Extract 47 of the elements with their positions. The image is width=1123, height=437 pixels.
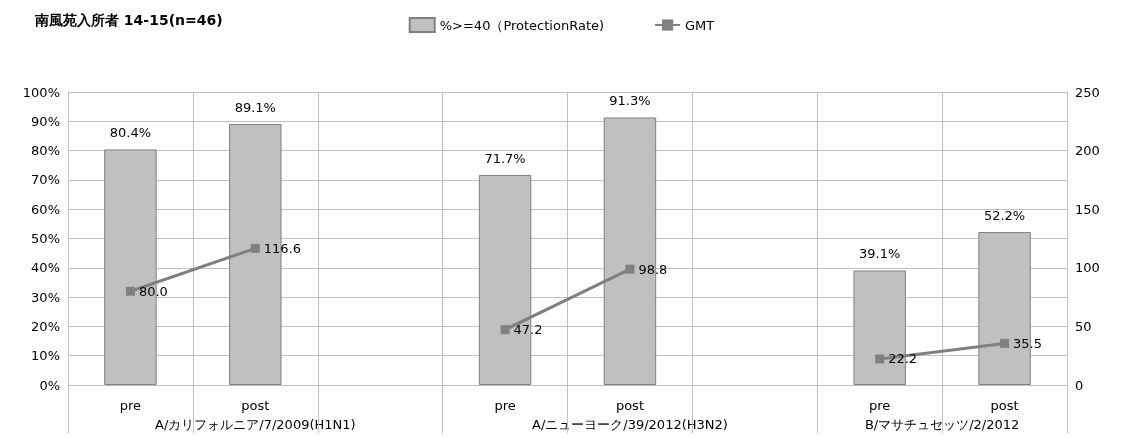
text: B/マサチュセッツ/2/2012	[864, 416, 1020, 432]
point	[500, 325, 510, 335]
y-tick-label: 20%	[31, 318, 60, 334]
data-label: 116.6	[263, 240, 302, 256]
chart-title: 南風苑入所者 14-15(n=46)	[34, 12, 223, 28]
legend-label: GMT	[685, 17, 715, 33]
data-label: 22.2	[888, 351, 918, 367]
y-tick-label: 40%	[31, 260, 60, 276]
y2-tick-label: 0	[1075, 377, 1084, 393]
y2-tick-label: 150	[1075, 201, 1100, 217]
point	[875, 354, 885, 364]
x-tick-label: pre	[869, 398, 891, 413]
data-label: 80.0	[138, 283, 168, 299]
point	[250, 243, 260, 253]
data-label: 71.7%	[484, 150, 526, 166]
y-tick-label: 50%	[31, 231, 60, 246]
data-label: 98.8	[638, 261, 668, 277]
data-label: 91.3%	[609, 93, 651, 109]
y-tick-label: 0%	[39, 377, 60, 393]
x-tick-label: post	[615, 398, 644, 413]
x-tick-label: pre	[119, 398, 142, 413]
y2-tick-label: 200	[1075, 143, 1100, 159]
data-label: 89.1%	[234, 99, 276, 115]
y-tick-label: 30%	[31, 289, 60, 305]
legend-label: %>=40（ProtectionRate)	[439, 17, 605, 33]
y-tick-label: 80%	[31, 143, 60, 159]
y-tick-label: 10%	[31, 348, 60, 364]
y-tick-label: 100%	[22, 84, 60, 100]
point	[1000, 338, 1010, 348]
data-label: 80.4%	[109, 125, 152, 141]
data-label: 35.5	[1013, 335, 1043, 351]
point	[125, 286, 135, 296]
y-tick-label: 70%	[31, 172, 60, 188]
y-tick-label: 60%	[31, 201, 60, 217]
x-tick-label: post	[990, 398, 1019, 413]
data-label: 47.2	[513, 322, 543, 338]
y2-tick-label: 250	[1075, 84, 1100, 100]
y2-tick-label: 100	[1075, 260, 1100, 276]
x-tick-label: pre	[494, 398, 516, 413]
point	[625, 264, 635, 274]
x-tick-label: post	[241, 398, 270, 413]
y2-tick-label: 50	[1075, 318, 1092, 334]
y-tick-label: 90%	[31, 113, 60, 129]
data-label: 39.1%	[859, 246, 901, 262]
text: A/ニューヨーク/39/2012(H3N2)	[532, 416, 728, 432]
text: A/カリフォルニア/7/2009(H1N1)	[155, 416, 356, 432]
data-label: 52.2%	[983, 208, 1026, 224]
